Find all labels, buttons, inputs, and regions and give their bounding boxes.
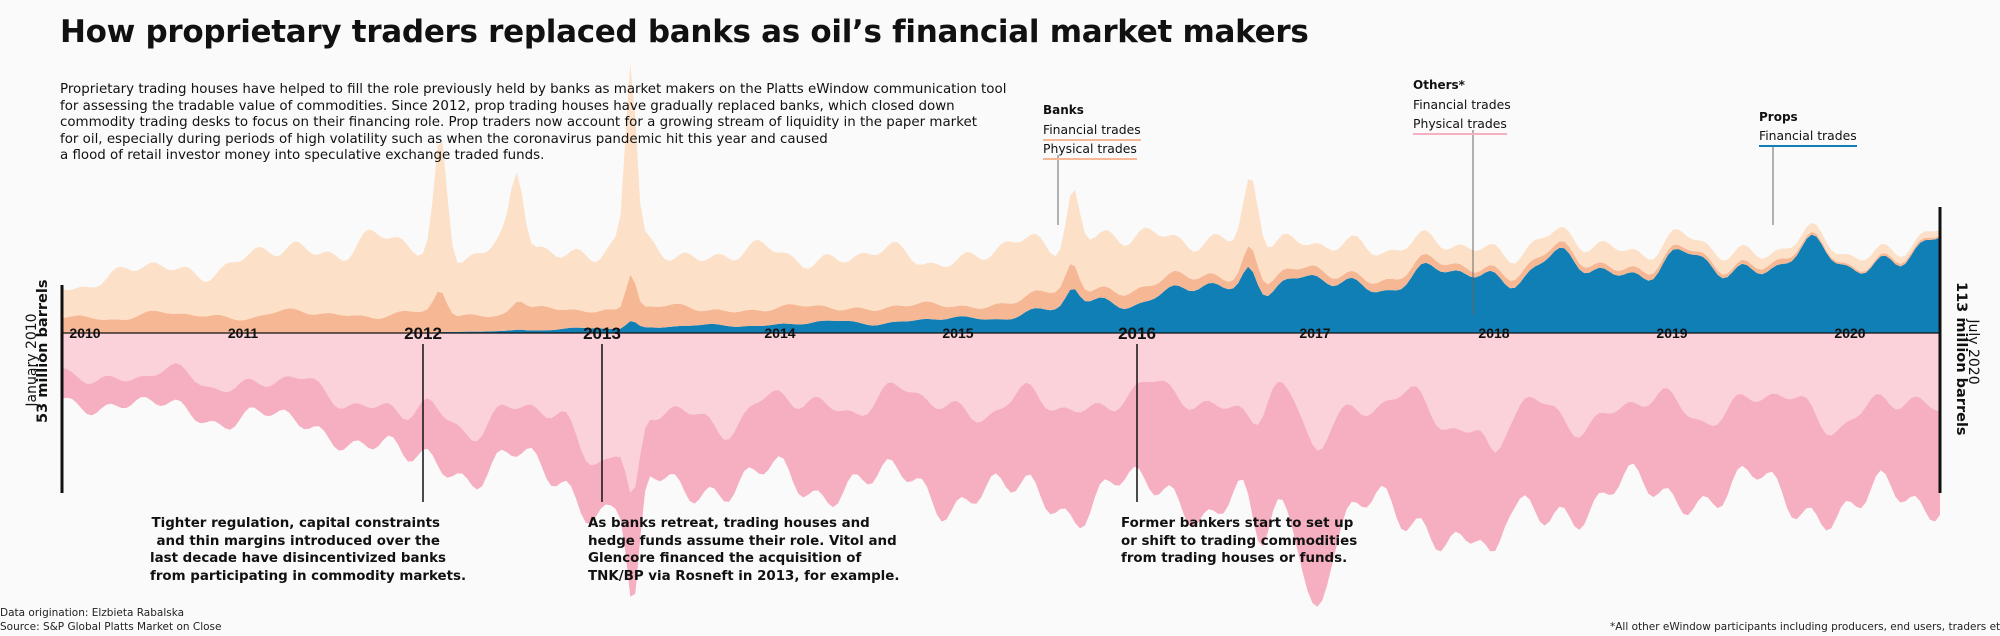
year-label-2016: 2016 xyxy=(1118,324,1156,343)
annotation-line: last decade have disincentivized banks xyxy=(150,551,446,566)
annotation-banks-retreat: As banks retreat, trading houses and hed… xyxy=(588,515,899,585)
annotation-line: Glencore financed the acquisition of xyxy=(588,551,862,566)
stream-props-financial xyxy=(62,234,1940,333)
stream-others-physical xyxy=(62,363,1940,607)
legend-others-financial: Financial trades xyxy=(1413,97,1511,112)
legend-banks-financial: Financial trades xyxy=(1043,122,1141,141)
annotation-line: from trading houses or funds. xyxy=(1121,551,1348,566)
legend-others-heading: Others* xyxy=(1413,78,1465,92)
annotation-line: or shift to trading commodities xyxy=(1121,533,1358,549)
chart-title: How proprietary traders replaced banks a… xyxy=(60,14,1309,50)
year-label-2012: 2012 xyxy=(404,324,442,343)
intro-line: Proprietary trading houses have helped t… xyxy=(60,82,1007,97)
year-label-2010: 2010 xyxy=(69,325,100,341)
legend-props-heading: Props xyxy=(1759,110,1798,124)
intro-text: Proprietary trading houses have helped t… xyxy=(60,82,1020,165)
annotation-line: and thin margins introduced over the xyxy=(156,533,440,549)
intro-line: a flood of retail investor money into sp… xyxy=(60,148,545,163)
legend-props-financial: Financial trades xyxy=(1759,128,1857,147)
year-label-2020: 2020 xyxy=(1834,325,1865,341)
year-label-2019: 2019 xyxy=(1656,325,1687,341)
annotation-line: As banks retreat, trading houses and xyxy=(588,516,870,531)
footer-note: *All other eWindow participants includin… xyxy=(1610,621,2000,633)
annotation-line: from participating in commodity markets. xyxy=(150,568,467,584)
start-value-label: 53 million barrels xyxy=(35,279,51,423)
year-label-2015: 2015 xyxy=(942,325,973,341)
footer-origination: Data origination: Elzbieta Rabalska xyxy=(0,607,185,619)
annotation-line: hedge funds assume their role. Vitol and xyxy=(588,533,897,549)
legend-banks-physical: Physical trades xyxy=(1043,141,1137,160)
stream-banks-financial xyxy=(62,231,1940,333)
footer-source: Source: S&P Global Platts Market on Clos… xyxy=(0,621,222,633)
legend-banks-heading: Banks xyxy=(1043,103,1084,117)
stream-banks-physical xyxy=(62,64,1940,321)
annotation-former-bankers: Former bankers start to set up or shift … xyxy=(1121,515,1357,568)
year-label-2017: 2017 xyxy=(1299,325,1330,341)
intro-line: for assessing the tradable value of comm… xyxy=(60,98,955,114)
annotation-regulation: Tighter regulation, capital constraints … xyxy=(150,515,467,585)
annotation-line: Former bankers start to set up xyxy=(1121,516,1354,531)
intro-line: for oil, especially during periods of hi… xyxy=(60,131,828,147)
year-label-2018: 2018 xyxy=(1478,325,1509,341)
year-label-2011: 2011 xyxy=(228,325,259,341)
year-label-2014: 2014 xyxy=(764,325,795,341)
legend-others-physical: Physical trades xyxy=(1413,116,1507,135)
annotation-line: Tighter regulation, capital constraints xyxy=(151,516,440,531)
intro-line: commodity trading desks to focus on thei… xyxy=(60,115,977,130)
end-value-label: 113 million barrels xyxy=(1953,282,1969,436)
year-label-2013: 2013 xyxy=(583,324,621,343)
annotation-line: TNK/BP via Rosneft in 2013, for example. xyxy=(588,568,900,584)
stream-others-financial xyxy=(62,333,1940,493)
